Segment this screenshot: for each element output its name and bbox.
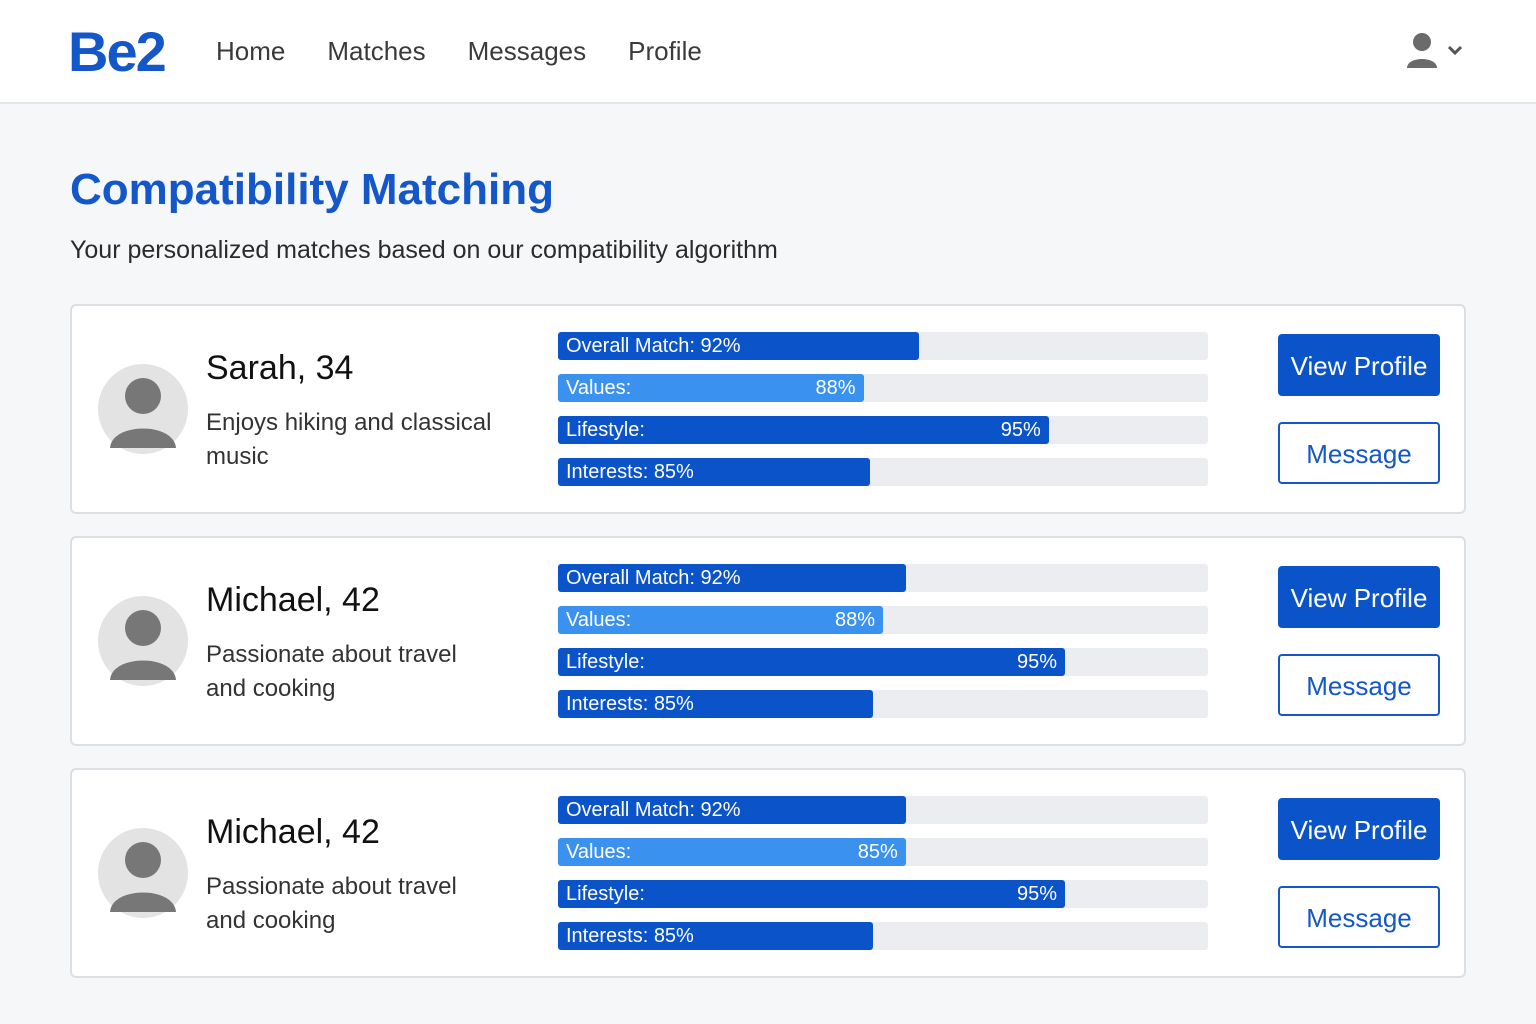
page-title: Compatibility Matching xyxy=(70,165,554,214)
bar-lifestyle-track: Lifestyle: 95% xyxy=(558,648,1208,676)
bar-values-fill: Values: 88% xyxy=(558,606,883,634)
bar-lifestyle-value: 95% xyxy=(1016,651,1057,673)
bar-lifestyle-value: 95% xyxy=(1016,883,1057,905)
bar-overall-fill: Overall Match: 92% xyxy=(558,796,906,824)
match-name: Michael, 42 xyxy=(206,581,380,619)
nav-matches[interactable]: Matches xyxy=(327,36,426,66)
bar-lifestyle-label: Lifestyle: xyxy=(566,883,645,905)
match-card: Sarah, 34 Enjoys hiking and classical mu… xyxy=(70,304,1466,514)
bar-overall-label: Overall Match: 92% xyxy=(566,567,741,589)
bar-overall-label: Overall Match: 92% xyxy=(566,799,741,821)
bar-lifestyle-fill: Lifestyle: 95% xyxy=(558,880,1065,908)
bar-interests-label: Interests: 85% xyxy=(566,925,694,947)
bar-overall-track: Overall Match: 92% xyxy=(558,564,1208,592)
avatar-placeholder-icon xyxy=(98,596,188,686)
bar-interests-track: Interests: 85% xyxy=(558,922,1208,950)
bar-interests-fill: Interests: 85% xyxy=(558,458,870,486)
bar-lifestyle-track: Lifestyle: 95% xyxy=(558,880,1208,908)
bar-interests-label: Interests: 85% xyxy=(566,461,694,483)
page-subtitle: Your personalized matches based on our c… xyxy=(70,236,778,264)
compatibility-bars: Overall Match: 92% Values: 88% Lifestyle… xyxy=(558,564,1208,732)
bar-interests-label: Interests: 85% xyxy=(566,693,694,715)
message-button[interactable]: Message xyxy=(1278,654,1440,716)
bar-lifestyle-fill: Lifestyle: 95% xyxy=(558,416,1049,444)
compatibility-bars: Overall Match: 92% Values: 88% Lifestyle… xyxy=(558,332,1208,500)
nav-profile[interactable]: Profile xyxy=(628,36,702,66)
bar-overall-fill: Overall Match: 92% xyxy=(558,564,906,592)
bar-values-label: Values: xyxy=(566,609,632,631)
match-bio: Passionate about travel and cooking xyxy=(206,873,457,934)
bar-values-track: Values: 85% xyxy=(558,838,1208,866)
bar-overall-track: Overall Match: 92% xyxy=(558,332,1208,360)
bar-values-value: 88% xyxy=(815,377,856,399)
bar-lifestyle-label: Lifestyle: xyxy=(566,651,645,673)
user-menu-button[interactable] xyxy=(1402,30,1466,74)
chevron-down-icon xyxy=(1447,45,1463,56)
app-logo[interactable]: Be2 xyxy=(68,20,167,83)
view-profile-button[interactable]: View Profile xyxy=(1278,566,1440,628)
bar-overall-fill: Overall Match: 92% xyxy=(558,332,919,360)
view-profile-button[interactable]: View Profile xyxy=(1278,334,1440,396)
match-name: Sarah, 34 xyxy=(206,349,354,387)
main-nav: Home Matches Messages Profile xyxy=(216,34,702,68)
match-bio: Passionate about travel and cooking xyxy=(206,641,457,702)
bar-values-track: Values: 88% xyxy=(558,606,1208,634)
bar-values-value: 88% xyxy=(834,609,875,631)
match-card: Michael, 42 Passionate about travel and … xyxy=(70,768,1466,978)
bar-values-track: Values: 88% xyxy=(558,374,1208,402)
compatibility-bars: Overall Match: 92% Values: 85% Lifestyle… xyxy=(558,796,1208,964)
bar-values-label: Values: xyxy=(566,377,632,399)
bar-values-value: 85% xyxy=(857,841,898,863)
bar-interests-track: Interests: 85% xyxy=(558,690,1208,718)
view-profile-button[interactable]: View Profile xyxy=(1278,798,1440,860)
bar-lifestyle-fill: Lifestyle: 95% xyxy=(558,648,1065,676)
match-name: Michael, 42 xyxy=(206,813,380,851)
bar-values-label: Values: xyxy=(566,841,632,863)
bar-lifestyle-track: Lifestyle: 95% xyxy=(558,416,1208,444)
user-icon xyxy=(1407,33,1463,68)
nav-home[interactable]: Home xyxy=(216,36,286,66)
message-button[interactable]: Message xyxy=(1278,422,1440,484)
bar-lifestyle-value: 95% xyxy=(1000,419,1041,441)
avatar-placeholder-icon xyxy=(98,828,188,918)
bar-overall-label: Overall Match: 92% xyxy=(566,335,741,357)
bar-interests-fill: Interests: 85% xyxy=(558,922,874,950)
avatar-placeholder-icon xyxy=(98,364,188,454)
bar-values-fill: Values: 85% xyxy=(558,838,906,866)
bar-lifestyle-label: Lifestyle: xyxy=(566,419,645,441)
bar-interests-fill: Interests: 85% xyxy=(558,690,874,718)
nav-messages[interactable]: Messages xyxy=(467,36,587,66)
match-bio: Enjoys hiking and classical music xyxy=(206,409,492,470)
message-button[interactable]: Message xyxy=(1278,886,1440,948)
bar-values-fill: Values: 88% xyxy=(558,374,864,402)
top-navbar: Be2 Home Matches Messages Profile xyxy=(0,0,1536,104)
match-card: Michael, 42 Passionate about travel and … xyxy=(70,536,1466,746)
bar-overall-track: Overall Match: 92% xyxy=(558,796,1208,824)
bar-interests-track: Interests: 85% xyxy=(558,458,1208,486)
